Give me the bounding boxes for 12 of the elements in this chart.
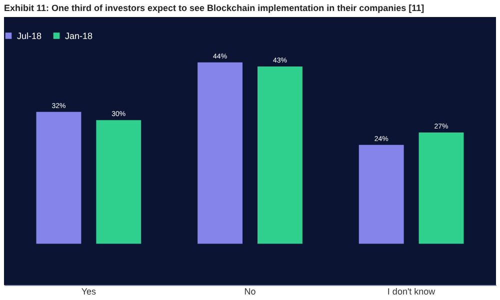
- chart-title: Exhibit 11: One third of investors expect to see Blockchain implementation in their companies [11]: [4, 3, 424, 13]
- bar: [358, 144, 404, 244]
- bar: [198, 62, 243, 244]
- bar: [257, 66, 302, 244]
- bar: [36, 112, 82, 244]
- x-tick-label: Yes: [81, 286, 97, 296]
- x-tick-label: I don't know: [387, 286, 436, 296]
- legend-label: Jan-18: [65, 30, 93, 41]
- bar: [96, 120, 142, 244]
- legend-label: Jul-18: [17, 30, 42, 41]
- x-tick-label: No: [244, 286, 256, 296]
- bar: [418, 132, 464, 244]
